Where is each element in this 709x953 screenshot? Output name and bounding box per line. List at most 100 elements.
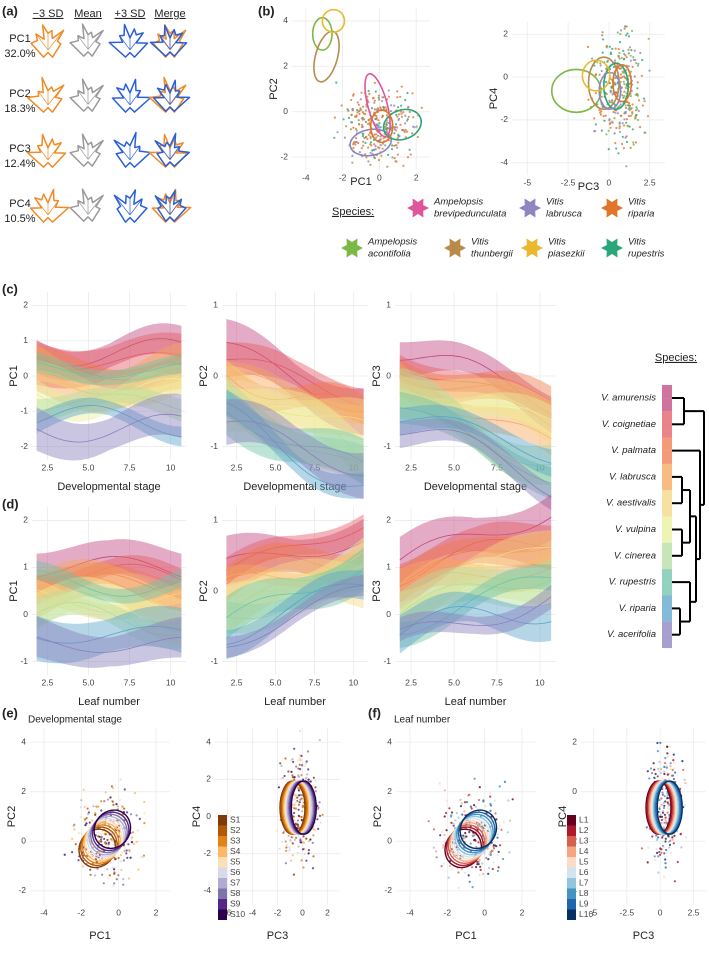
ribbon xyxy=(226,360,364,441)
scatter-point xyxy=(614,76,617,79)
scatter-point xyxy=(304,762,307,765)
scatter-point xyxy=(371,149,374,152)
leaf-vein xyxy=(87,195,104,215)
color-bar xyxy=(662,569,672,583)
scatter-point xyxy=(681,760,684,763)
scatter-point xyxy=(305,837,308,840)
scatter-point xyxy=(611,99,614,102)
scatter-point xyxy=(646,115,650,118)
confidence-ellipse xyxy=(459,809,498,850)
scatter-point xyxy=(653,776,656,779)
scatter-point xyxy=(80,832,83,835)
scatter-point xyxy=(374,90,377,93)
scatter-point xyxy=(293,747,296,750)
scatter-point xyxy=(295,800,298,803)
scatter-point xyxy=(369,137,372,140)
scatter-point xyxy=(667,805,670,808)
scatter-point xyxy=(463,871,467,874)
legend-swatch xyxy=(567,836,576,847)
scatter-point xyxy=(469,805,472,808)
scatter-point xyxy=(463,810,466,813)
ribbon xyxy=(226,557,364,634)
ribbon xyxy=(399,418,552,510)
scatter-point xyxy=(357,119,360,122)
scatter-point xyxy=(663,875,666,878)
scatter-point xyxy=(363,136,366,140)
scatter-point xyxy=(662,806,666,810)
color-bar xyxy=(662,477,672,491)
scatter-point xyxy=(666,752,669,755)
scatter-point xyxy=(660,848,663,851)
scatter-point xyxy=(293,804,296,807)
scatter-point xyxy=(395,113,398,116)
scatter-point xyxy=(448,864,451,868)
scatter-point xyxy=(311,841,314,845)
scatter-point xyxy=(601,34,604,37)
scatter-point xyxy=(625,121,628,124)
species-name: V. coignetiae xyxy=(602,419,656,430)
scatter-point xyxy=(112,803,115,807)
color-bar xyxy=(662,529,672,543)
scatter-point xyxy=(354,143,357,146)
scatter-point xyxy=(290,770,293,774)
x-tick-label: -4 xyxy=(249,907,257,917)
scatter-point xyxy=(89,873,92,876)
scatter-point xyxy=(335,81,338,84)
scatter-point xyxy=(396,153,399,156)
scatter-point xyxy=(627,65,630,68)
scatter-point xyxy=(293,778,296,781)
confidence-ellipse xyxy=(382,108,423,141)
scatter-point xyxy=(612,65,616,69)
scatter-point xyxy=(666,745,669,749)
scatter-point xyxy=(481,862,484,865)
scatter-point xyxy=(396,136,399,140)
scatter-point xyxy=(605,46,609,49)
scatter-point xyxy=(111,866,114,869)
scatter-point xyxy=(304,777,308,780)
legend-label: S3 xyxy=(230,835,241,845)
scatter-point xyxy=(291,774,294,777)
x-tick-label: -2 xyxy=(78,907,86,917)
scatter-point xyxy=(135,840,138,844)
color-bar xyxy=(662,582,672,596)
scatter-point xyxy=(648,69,651,72)
y-tick-label: 1 xyxy=(213,515,218,525)
scatter-point xyxy=(393,157,396,160)
y-tick-label: 0 xyxy=(572,786,577,796)
scatter-point xyxy=(416,135,419,139)
scatter-point xyxy=(680,846,683,849)
scatter-point xyxy=(629,59,633,62)
scatter-point xyxy=(316,818,319,821)
scatter-point xyxy=(473,777,476,780)
x-axis-label: Leaf number xyxy=(264,696,326,708)
scatter-point xyxy=(285,846,288,849)
ribbon-line xyxy=(36,591,182,627)
scatter-point xyxy=(367,119,370,122)
scatter-point xyxy=(485,856,488,860)
y-tick-label: -4 xyxy=(203,885,211,895)
legend-label: L9 xyxy=(579,898,589,908)
y-tick-label: 1 xyxy=(23,562,28,572)
legend-swatch xyxy=(218,857,227,868)
scatter-point xyxy=(366,95,369,98)
scatter-point xyxy=(663,804,666,807)
scatter-point xyxy=(673,767,676,770)
scatter-point xyxy=(666,806,669,810)
ribbon-line xyxy=(399,376,552,405)
scatter-point xyxy=(623,118,626,121)
scatter-point xyxy=(660,762,663,765)
scatter-point xyxy=(496,854,499,857)
scatter-point xyxy=(657,871,660,874)
scatter-point xyxy=(126,856,129,860)
ribbon xyxy=(399,354,552,428)
scatter-point xyxy=(632,143,635,146)
scatter-point xyxy=(395,144,398,147)
scatter-point xyxy=(113,868,116,871)
scatter-point xyxy=(623,76,627,79)
legend-label: S9 xyxy=(230,898,241,908)
ribbon-line xyxy=(36,361,182,379)
scatter-point xyxy=(369,135,372,138)
scatter-point xyxy=(399,95,402,98)
scatter-point xyxy=(356,108,359,112)
